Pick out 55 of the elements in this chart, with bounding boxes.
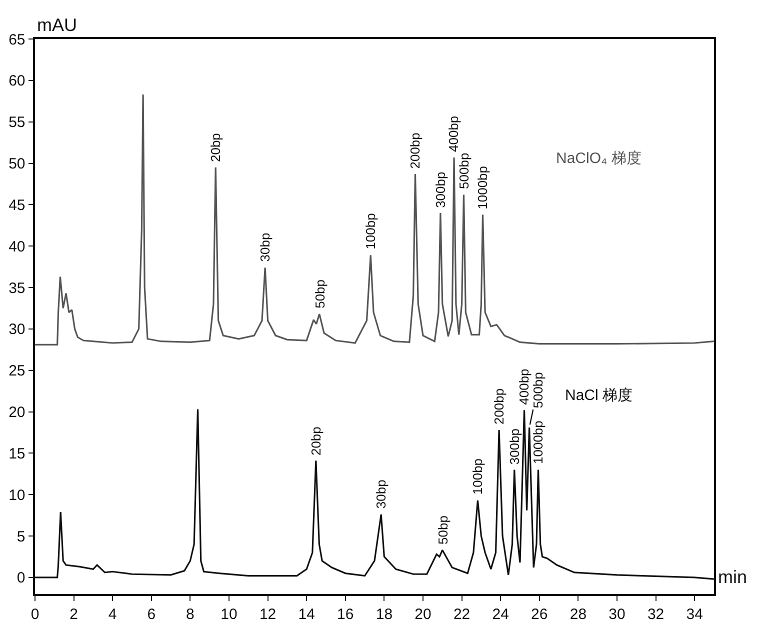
y-tick-label: 0 [16,570,26,587]
annotation: 300bp [507,428,522,465]
annotation: 30bp [374,480,389,509]
annotation: 30bp [257,232,272,262]
y-tick-label: 45 [8,196,26,214]
annotation: 500bp [530,372,546,408]
y-tick-label: 60 [8,72,26,90]
x-tick-label: 14 [298,606,315,623]
annotation: 300bp [433,172,448,208]
y-tick-label: 40 [8,238,26,256]
x-tick-label: 24 [492,606,509,623]
x-tick-label: 20 [414,606,432,623]
x-tick-label: 12 [259,606,276,623]
y-tick-label: 5 [16,528,26,546]
y-tick-label: 25 [8,362,26,380]
y-tick-label: 10 [8,486,26,504]
annotation: 400bp [446,116,462,152]
annotation: 100bp [362,213,378,250]
x-axis-title: min [718,567,748,587]
x-tick-label: 16 [337,606,354,623]
annotation: 50bp [435,516,450,544]
x-tick-label: 28 [570,606,587,623]
x-tick-label: 32 [647,606,664,623]
annotation: 200bp [492,388,507,425]
x-tick-label: 22 [453,606,470,623]
x-tick-label: 8 [186,606,194,623]
x-tick-label: 0 [30,606,40,623]
x-tick-label: 6 [147,606,156,623]
y-tick-label: 65 [8,31,26,48]
x-tick-label: 26 [531,606,548,623]
annotation: 200bp [408,132,423,169]
y-axis-title: mAU [37,15,77,35]
annotation: 1000bp [475,166,490,210]
y-tick-label: 15 [8,445,26,462]
line-series [35,94,714,346]
text: NaCl 梯度 [565,387,633,404]
y-tick-label: 55 [8,114,26,132]
annotation: 100bp [470,458,485,495]
annotation: 400bp [516,368,532,405]
x-tick-label: 30 [608,606,626,623]
y-tick-label: 30 [8,321,26,338]
y-tick-label: 50 [8,156,26,172]
annotation: 20bp [208,133,224,162]
x-tick-label: 34 [686,606,703,623]
x-tick-label: 18 [376,606,393,623]
annotation: 50bp [312,279,328,308]
y-tick-label: 35 [8,280,26,297]
annotation: 500bp [456,152,472,189]
y-tick-label: 20 [8,404,26,422]
annotation: 20bp [308,426,324,456]
x-tick-label: 2 [70,606,78,623]
text: NaClO₄ 梯度 [556,150,642,167]
x-tick-label: 10 [220,606,238,623]
annotation: 1000bp [530,420,546,464]
x-tick-label: 4 [108,606,117,623]
